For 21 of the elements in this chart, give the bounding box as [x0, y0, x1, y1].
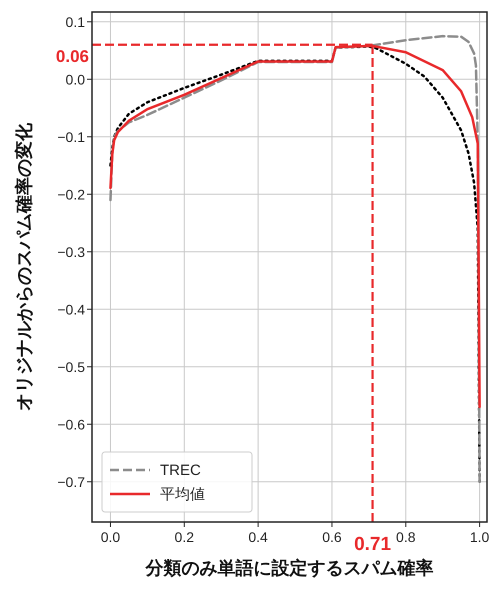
ref-line-label: 0.06 — [56, 46, 89, 66]
legend-label: 平均値 — [160, 486, 205, 503]
y-tick-label: −0.7 — [57, 474, 86, 490]
y-tick-label: −0.3 — [57, 244, 86, 260]
x-tick-label: 0.6 — [322, 529, 342, 545]
y-tick-label: −0.1 — [57, 128, 86, 145]
y-tick-label: 0.1 — [66, 14, 86, 30]
y-tick-label: −0.5 — [57, 358, 86, 375]
x-tick-label: 0.8 — [396, 529, 416, 545]
y-tick-label: 0.0 — [66, 71, 86, 88]
y-axis-title: オリジナルからのスパム確率の変化 — [14, 122, 34, 411]
x-tick-label: 0.4 — [248, 529, 268, 545]
y-tick-label: −0.2 — [57, 186, 86, 202]
legend-label: TREC — [160, 462, 201, 479]
x-tick-label: 0.0 — [100, 529, 120, 545]
ref-line-label: 0.71 — [354, 534, 392, 555]
y-tick-label: −0.4 — [57, 301, 86, 318]
y-tick-label: −0.6 — [57, 416, 86, 432]
x-tick-label: 0.2 — [174, 529, 194, 545]
x-tick-label: 1.0 — [470, 529, 490, 545]
x-axis-title: 分類のみ単語に設定するスパム確率 — [144, 558, 434, 578]
